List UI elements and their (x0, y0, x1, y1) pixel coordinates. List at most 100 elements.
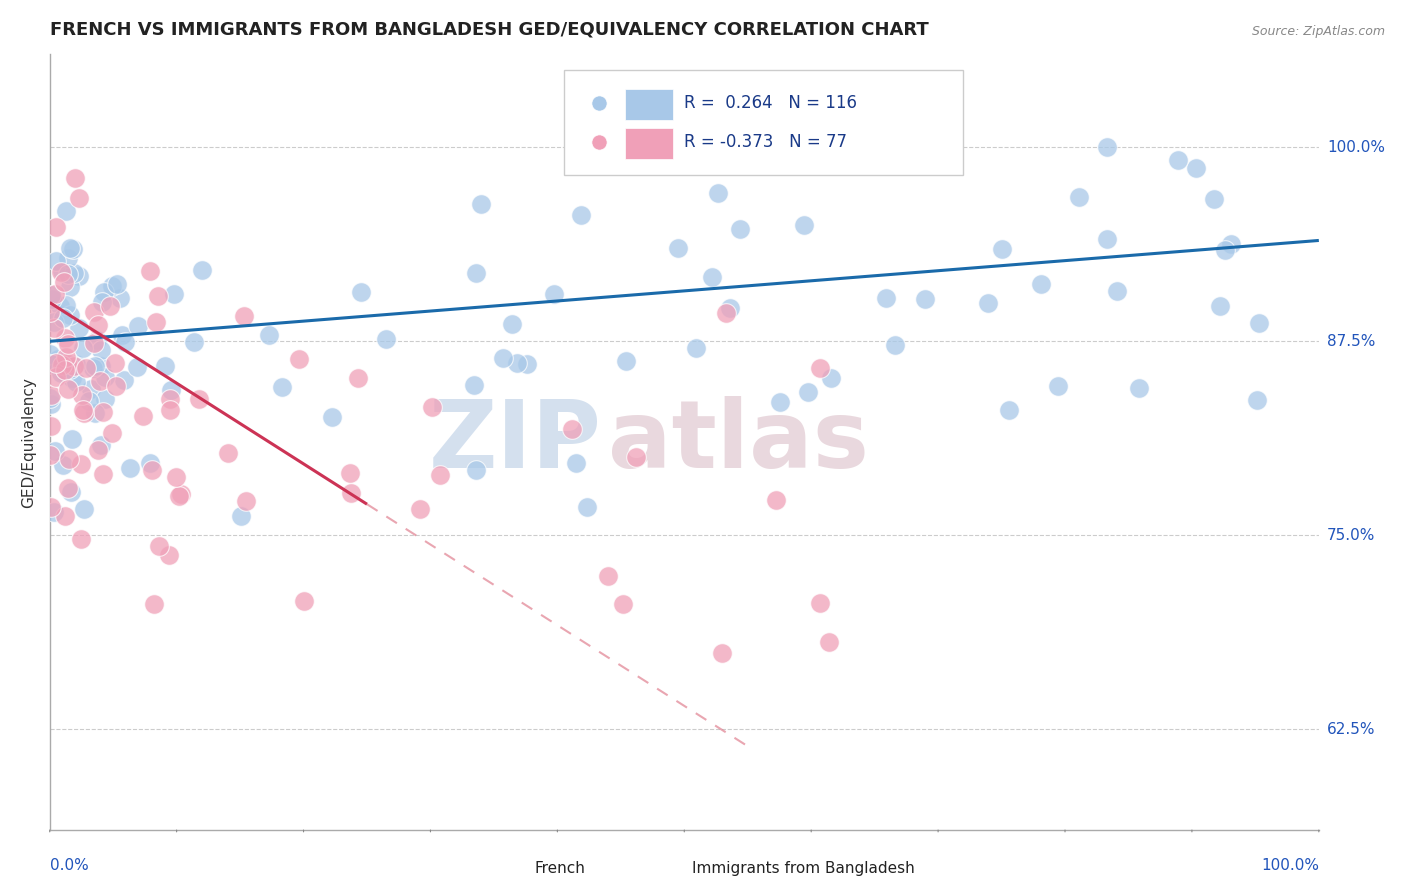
Text: R = -0.373   N = 77: R = -0.373 N = 77 (685, 133, 848, 151)
Point (153, 359, 176, 373)
Point (65, 375, 87, 389)
Point (39, 448, 62, 462)
Point (60, 371, 83, 385)
Point (53, 330, 76, 344)
Point (1249, 316, 1271, 330)
Point (292, 594, 315, 608)
Point (105, 277, 128, 291)
Point (139, 457, 162, 471)
Text: ZIP: ZIP (429, 396, 602, 488)
Point (104, 379, 127, 393)
Point (56, 337, 79, 351)
Point (55, 298, 77, 312)
Point (321, 410, 343, 425)
Point (93, 285, 115, 300)
Point (51, 264, 73, 278)
Point (561, 422, 583, 436)
Point (70, 457, 93, 471)
Point (146, 288, 169, 302)
Point (90, 294, 112, 309)
Point (808, 596, 831, 610)
Point (820, 371, 842, 385)
Point (998, 403, 1021, 417)
Point (58, 382, 80, 396)
Point (145, 315, 167, 329)
Point (98, 299, 121, 313)
Point (56, 251, 79, 265)
Point (94, 370, 117, 384)
Point (141, 463, 163, 477)
Point (588, 236, 610, 251)
Point (60, 433, 83, 447)
Text: 75.0%: 75.0% (1327, 528, 1375, 542)
Point (464, 266, 486, 280)
Point (110, 291, 132, 305)
Point (576, 500, 599, 514)
Point (91, 405, 114, 419)
Point (56, 356, 79, 370)
Point (339, 466, 361, 480)
Point (501, 317, 523, 331)
Point (112, 373, 135, 387)
Point (505, 356, 527, 370)
Point (700, 270, 723, 285)
Point (271, 380, 294, 394)
Point (884, 337, 907, 351)
Point (1069, 190, 1091, 204)
Point (1046, 379, 1069, 393)
Point (93, 392, 115, 406)
Point (118, 461, 141, 475)
Point (429, 468, 451, 483)
Point (1095, 140, 1118, 154)
Text: 62.5%: 62.5% (1327, 722, 1375, 737)
Point (818, 634, 841, 648)
Point (169, 489, 191, 503)
Point (53, 508, 76, 523)
Point (796, 384, 818, 399)
Point (89, 374, 111, 388)
Point (1128, 381, 1150, 395)
Point (45, 355, 67, 369)
Point (685, 341, 707, 355)
Point (56, 267, 79, 281)
Point (42, 505, 65, 519)
Point (598, 569, 620, 583)
Point (114, 334, 136, 349)
Text: 100.0%: 100.0% (1261, 858, 1319, 873)
Point (408, 501, 430, 516)
Point (90, 343, 112, 357)
Point (86, 333, 108, 347)
Point (159, 403, 181, 417)
Point (148, 539, 170, 553)
Point (90, 359, 112, 373)
Point (39, 500, 62, 514)
Point (569, 208, 592, 222)
Point (49, 367, 72, 381)
Point (235, 493, 257, 508)
Point (350, 285, 373, 299)
Point (58, 452, 80, 467)
Point (39, 287, 62, 301)
Point (53, 275, 76, 289)
Point (288, 352, 311, 367)
Point (765, 492, 787, 507)
Point (170, 487, 193, 501)
Point (44, 321, 66, 335)
Point (706, 186, 728, 200)
Point (142, 597, 165, 611)
Point (73, 406, 96, 420)
Point (52, 365, 75, 379)
Point (55, 203, 77, 218)
Point (232, 309, 254, 323)
Point (716, 306, 738, 320)
Point (82, 361, 104, 376)
Point (49, 299, 72, 313)
Point (516, 357, 538, 371)
Point (375, 332, 398, 346)
Point (45, 220, 67, 235)
Point (1105, 285, 1128, 299)
Point (875, 291, 897, 305)
Point (1167, 153, 1189, 168)
Point (62, 242, 84, 256)
Point (45, 253, 67, 268)
